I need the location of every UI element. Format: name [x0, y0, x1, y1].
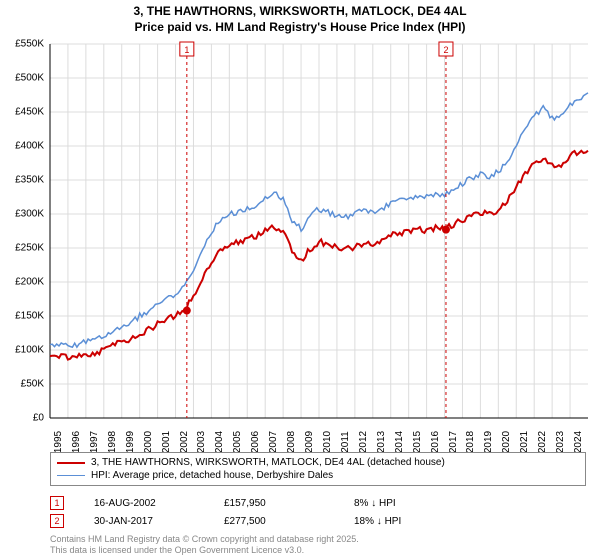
title-line-2: Price paid vs. HM Land Registry's House …: [0, 20, 600, 36]
x-tick-label: 2008: [286, 431, 297, 453]
marker-pct-2: 18% ↓ HPI: [354, 516, 484, 527]
x-tick-label: 2003: [196, 431, 207, 453]
x-axis: 1995199619971998199920002001200220032004…: [50, 420, 588, 448]
x-tick-label: 2020: [501, 431, 512, 453]
x-tick-label: 1998: [107, 431, 118, 453]
x-tick-label: 2012: [358, 431, 369, 453]
legend: 3, THE HAWTHORNS, WIRKSWORTH, MATLOCK, D…: [50, 452, 586, 486]
marker-date-1: 16-AUG-2002: [94, 498, 224, 509]
x-tick-label: 2009: [304, 431, 315, 453]
svg-text:1: 1: [184, 45, 189, 55]
x-tick-label: 2014: [394, 431, 405, 453]
x-tick-label: 2004: [214, 431, 225, 453]
chart-title: 3, THE HAWTHORNS, WIRKSWORTH, MATLOCK, D…: [0, 0, 600, 35]
y-tick-label: £200K: [15, 277, 44, 288]
x-tick-label: 2006: [250, 431, 261, 453]
x-tick-label: 2011: [340, 431, 351, 453]
y-tick-label: £300K: [15, 209, 44, 220]
x-tick-label: 2013: [376, 431, 387, 453]
y-tick-label: £500K: [15, 73, 44, 84]
legend-item-hpi: HPI: Average price, detached house, Derb…: [57, 469, 579, 482]
x-tick-label: 2001: [161, 431, 172, 453]
x-tick-label: 2024: [573, 431, 584, 453]
markers-table: 1 16-AUG-2002 £157,950 8% ↓ HPI 2 30-JAN…: [50, 494, 586, 530]
legend-item-property: 3, THE HAWTHORNS, WIRKSWORTH, MATLOCK, D…: [57, 456, 579, 469]
x-tick-label: 2019: [483, 431, 494, 453]
y-tick-label: £350K: [15, 175, 44, 186]
legend-label-property: 3, THE HAWTHORNS, WIRKSWORTH, MATLOCK, D…: [91, 457, 445, 468]
y-tick-label: £250K: [15, 243, 44, 254]
x-tick-label: 2022: [537, 431, 548, 453]
x-tick-label: 1997: [89, 431, 100, 453]
x-tick-label: 2015: [412, 431, 423, 453]
marker-date-2: 30-JAN-2017: [94, 516, 224, 527]
x-tick-label: 2023: [555, 431, 566, 453]
svg-text:2: 2: [443, 45, 448, 55]
chart-plot-area: 12: [50, 44, 588, 418]
marker-price-2: £277,500: [224, 516, 354, 527]
x-tick-label: 1999: [125, 431, 136, 453]
y-tick-label: £450K: [15, 107, 44, 118]
x-tick-label: 1996: [71, 431, 82, 453]
legend-label-hpi: HPI: Average price, detached house, Derb…: [91, 470, 333, 481]
marker-price-1: £157,950: [224, 498, 354, 509]
marker-badge-2: 2: [50, 514, 64, 528]
y-axis: £0£50K£100K£150K£200K£250K£300K£350K£400…: [0, 44, 48, 418]
footer-line-2: This data is licensed under the Open Gov…: [50, 545, 359, 556]
x-tick-label: 2005: [232, 431, 243, 453]
footer-line-1: Contains HM Land Registry data © Crown c…: [50, 534, 359, 545]
x-tick-label: 2002: [179, 431, 190, 453]
y-tick-label: £550K: [15, 39, 44, 50]
title-line-1: 3, THE HAWTHORNS, WIRKSWORTH, MATLOCK, D…: [0, 4, 600, 20]
legend-swatch-hpi: [57, 475, 85, 476]
x-tick-label: 2010: [322, 431, 333, 453]
marker-row-2: 2 30-JAN-2017 £277,500 18% ↓ HPI: [50, 512, 586, 530]
x-tick-label: 2007: [268, 431, 279, 453]
x-tick-label: 2017: [448, 431, 459, 453]
marker-row-1: 1 16-AUG-2002 £157,950 8% ↓ HPI: [50, 494, 586, 512]
footer: Contains HM Land Registry data © Crown c…: [50, 534, 359, 556]
x-tick-label: 2018: [465, 431, 476, 453]
marker-pct-1: 8% ↓ HPI: [354, 498, 484, 509]
x-tick-label: 2000: [143, 431, 154, 453]
y-tick-label: £150K: [15, 311, 44, 322]
marker-badge-1: 1: [50, 496, 64, 510]
x-tick-label: 2016: [430, 431, 441, 453]
y-tick-label: £0: [33, 413, 44, 424]
x-tick-label: 2021: [519, 431, 530, 453]
legend-swatch-property: [57, 462, 85, 464]
y-tick-label: £400K: [15, 141, 44, 152]
y-tick-label: £50K: [21, 379, 44, 390]
x-tick-label: 1995: [53, 431, 64, 453]
y-tick-label: £100K: [15, 345, 44, 356]
